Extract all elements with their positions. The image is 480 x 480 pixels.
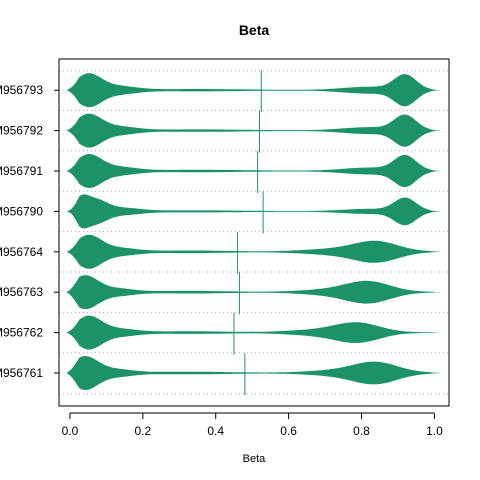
y-tick-label: M956762: [0, 326, 43, 340]
x-tick-label: 1.0: [426, 424, 443, 438]
plot-area-frame: [58, 58, 450, 407]
x-axis: 0.0 0.2 0.4 0.6 0.8 1.0: [62, 412, 443, 438]
y-tick-label: M956763: [0, 285, 43, 299]
x-tick-label: 0.2: [134, 424, 151, 438]
violin-M956761: [66, 356, 442, 390]
violin-M956763: [66, 275, 442, 310]
x-tick-label: 0.8: [353, 424, 370, 438]
y-tick-label: M956792: [0, 124, 43, 138]
violin-M956791: [66, 154, 442, 188]
y-tick-label: M956790: [0, 204, 43, 218]
x-tick-label: 0.6: [280, 424, 297, 438]
chart-title: Beta: [239, 22, 270, 38]
x-tick-label: 0.4: [207, 424, 224, 438]
violin-M956793: [66, 73, 442, 108]
y-tick-label: M956764: [0, 245, 43, 259]
violins: [66, 73, 442, 390]
violin-M956764: [66, 234, 442, 269]
violin-M956790: [66, 194, 442, 229]
grid-lines: [59, 70, 449, 395]
violin-M956792: [66, 113, 442, 148]
median-lines: [233, 70, 264, 395]
x-axis-label: Beta: [243, 453, 267, 465]
y-tick-label: M956793: [0, 83, 43, 97]
y-tick-label: M956761: [0, 366, 43, 380]
y-axis: M956761 M956762 M956763 M956764 M956790 M9567…: [0, 83, 59, 380]
y-tick-label: M956791: [0, 164, 43, 178]
violin-M956762: [66, 315, 442, 350]
x-tick-label: 0.0: [62, 424, 79, 438]
